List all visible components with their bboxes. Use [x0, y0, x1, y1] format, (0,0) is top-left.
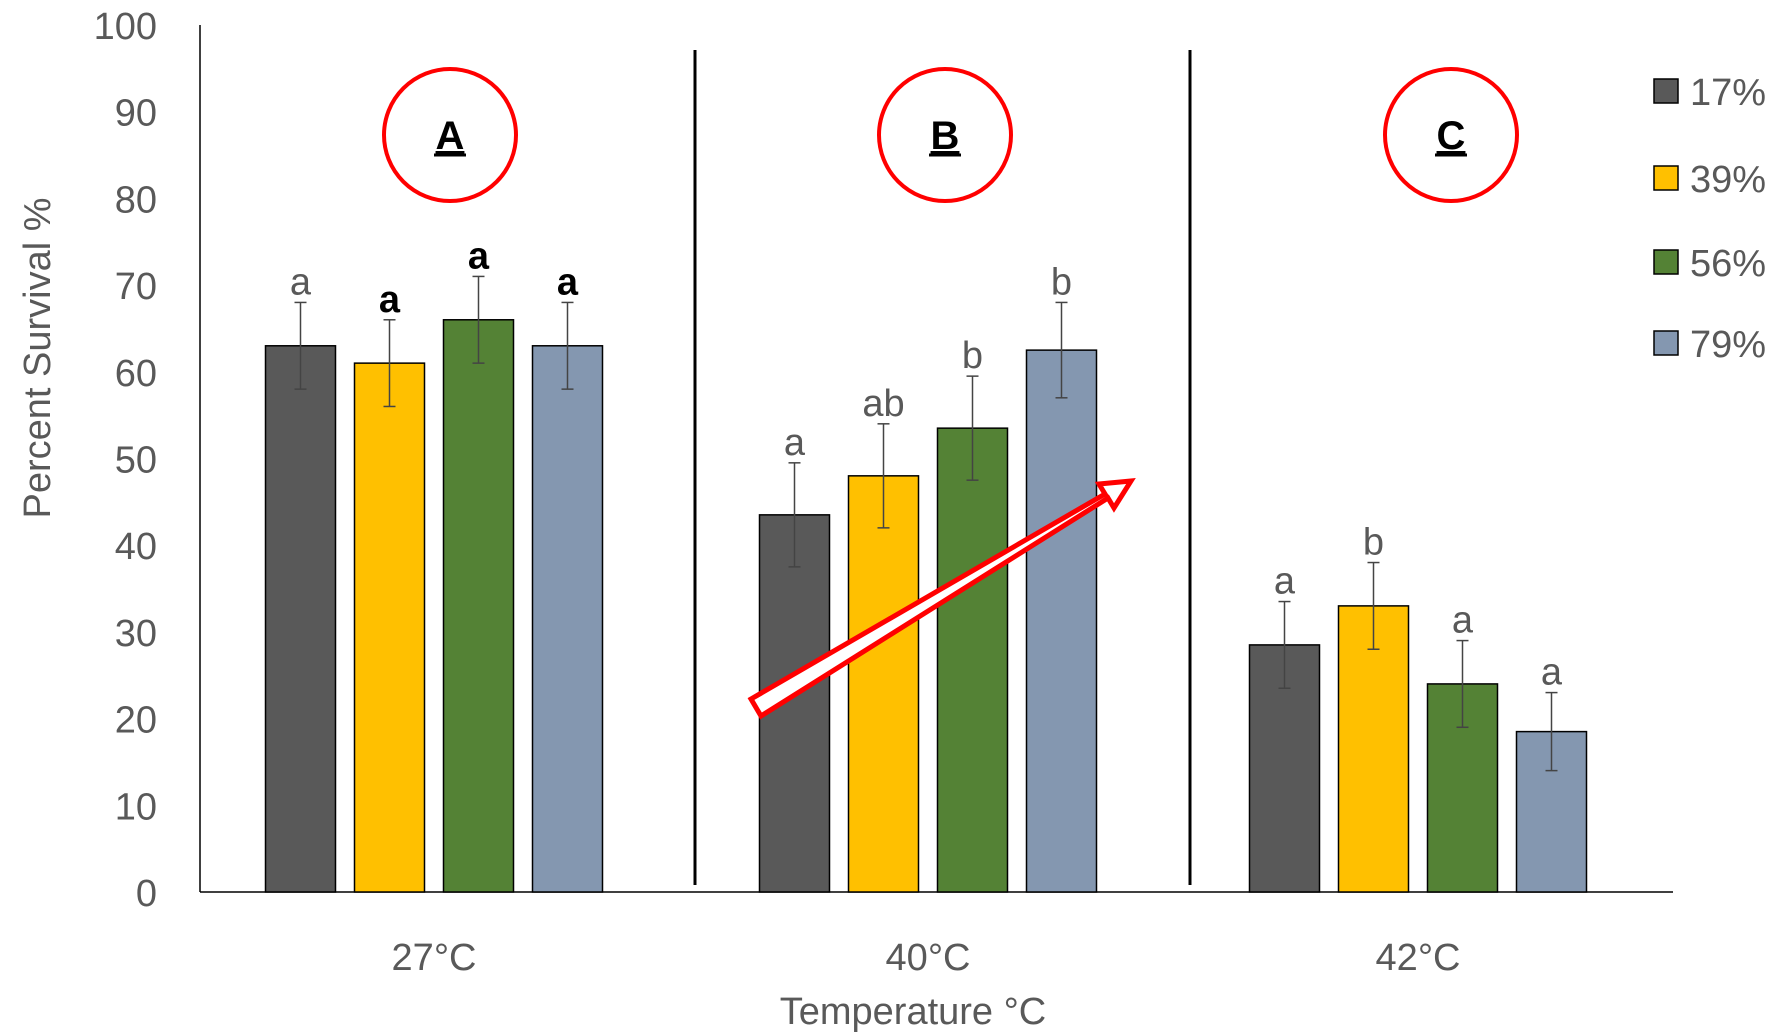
legend-swatch: [1653, 249, 1679, 275]
significance-letter: a: [784, 422, 806, 464]
legend-label: 39%: [1690, 159, 1766, 201]
y-tick-label: 20: [115, 700, 157, 742]
significance-letter: a: [1274, 561, 1296, 603]
y-tick-label: 60: [115, 353, 157, 395]
bar: [936, 427, 1009, 893]
significance-letter: a: [1541, 652, 1563, 694]
legend-swatch: [1653, 78, 1679, 104]
bar: [1025, 349, 1098, 893]
significance-letter: a: [468, 235, 490, 277]
bar: [353, 362, 426, 893]
bar: [264, 345, 337, 893]
y-tick-label: 100: [94, 6, 157, 48]
significance-letter: a: [290, 261, 312, 303]
error-bars-layer: [294, 275, 1558, 772]
panel-label: A: [436, 114, 465, 158]
trend-arrow-icon: [747, 478, 1136, 720]
y-tick-label: 10: [115, 786, 157, 828]
panel-circle: [382, 67, 518, 203]
significance-letter: ab: [862, 383, 904, 425]
legend-label: 17%: [1690, 72, 1766, 114]
x-axis-label: Temperature °C: [780, 991, 1047, 1033]
x-category-labels: 27°C 40°C 42°C: [392, 937, 1461, 979]
bar: [531, 345, 604, 893]
y-axis-ticks: 0 10 20 30 40 50 60 70 80 90 100: [94, 6, 157, 915]
y-tick-label: 0: [136, 873, 157, 915]
panel-label: B: [931, 114, 960, 158]
significance-letter: b: [1051, 261, 1072, 303]
panel-labels-layer: A B C: [382, 67, 1519, 203]
y-tick-label: 40: [115, 526, 157, 568]
significance-letter: a: [557, 261, 579, 303]
legend-label: 56%: [1690, 243, 1766, 285]
bar: [1337, 605, 1410, 893]
legend-label: 79%: [1690, 324, 1766, 366]
y-tick-label: 90: [115, 93, 157, 135]
legend-swatch: [1653, 165, 1679, 191]
trend-arrow: [747, 478, 1136, 720]
y-tick-label: 80: [115, 179, 157, 221]
significance-letter: a: [1452, 600, 1474, 642]
significance-letter: a: [379, 279, 401, 321]
bar: [847, 475, 920, 893]
y-tick-label: 50: [115, 440, 157, 482]
x-category-label: 42°C: [1376, 937, 1461, 979]
panel-circle: [1383, 67, 1519, 203]
legend-swatch: [1653, 330, 1679, 356]
significance-letter: b: [1363, 522, 1384, 564]
panel-circle: [877, 67, 1013, 203]
y-tick-label: 30: [115, 613, 157, 655]
significance-letter: b: [962, 335, 983, 377]
y-tick-label: 70: [115, 266, 157, 308]
legend: 17% 39% 56% 79%: [1653, 72, 1766, 366]
bar: [442, 319, 515, 893]
x-category-label: 27°C: [392, 937, 477, 979]
x-category-label: 40°C: [886, 937, 971, 979]
panel-label: C: [1437, 114, 1466, 158]
y-axis-label: Percent Survival %: [17, 197, 59, 518]
